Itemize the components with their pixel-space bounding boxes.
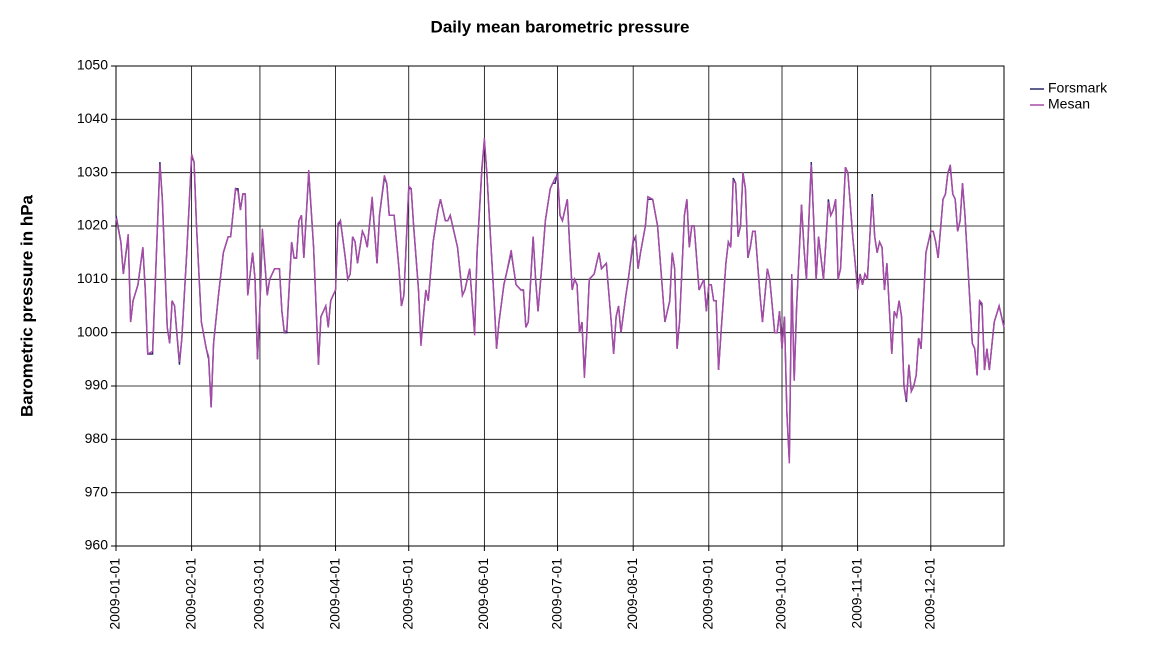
y-tick-label: 970 xyxy=(85,483,109,499)
y-axis-label: Barometric pressure in hPa xyxy=(17,194,36,417)
y-tick-label: 1010 xyxy=(77,270,108,286)
x-tick-label: 2009-12-01 xyxy=(922,558,938,630)
x-tick-label: 2009-06-01 xyxy=(475,558,491,630)
y-tick-label: 1030 xyxy=(77,163,108,179)
y-tick-label: 980 xyxy=(85,430,109,446)
series-line xyxy=(115,140,1005,461)
x-tick-label: 2009-01-01 xyxy=(107,558,123,630)
chart-title: Daily mean barometric pressure xyxy=(431,17,690,36)
legend-label: Mesan xyxy=(1048,96,1090,112)
plot-border xyxy=(115,65,1005,547)
y-tick-label: 960 xyxy=(85,537,109,553)
y-tick-label: 990 xyxy=(85,377,109,393)
x-tick-label: 2009-09-01 xyxy=(700,558,716,630)
legend-label: Forsmark xyxy=(1048,80,1108,96)
x-tick-label: 2009-04-01 xyxy=(326,558,342,630)
x-tick-label: 2009-08-01 xyxy=(624,558,640,630)
x-tick-label: 2009-07-01 xyxy=(548,558,564,630)
y-tick-label: 1000 xyxy=(77,323,108,339)
y-tick-label: 1050 xyxy=(77,57,108,73)
x-tick-label: 2009-02-01 xyxy=(182,558,198,630)
x-tick-label: 2009-05-01 xyxy=(399,558,415,630)
x-tick-label: 2009-11-01 xyxy=(848,558,864,629)
series-line xyxy=(115,137,1005,464)
y-tick-label: 1040 xyxy=(77,110,108,126)
x-tick-label: 2009-10-01 xyxy=(773,558,789,630)
x-tick-label: 2009-03-01 xyxy=(251,558,267,630)
y-tick-label: 1020 xyxy=(77,217,108,233)
